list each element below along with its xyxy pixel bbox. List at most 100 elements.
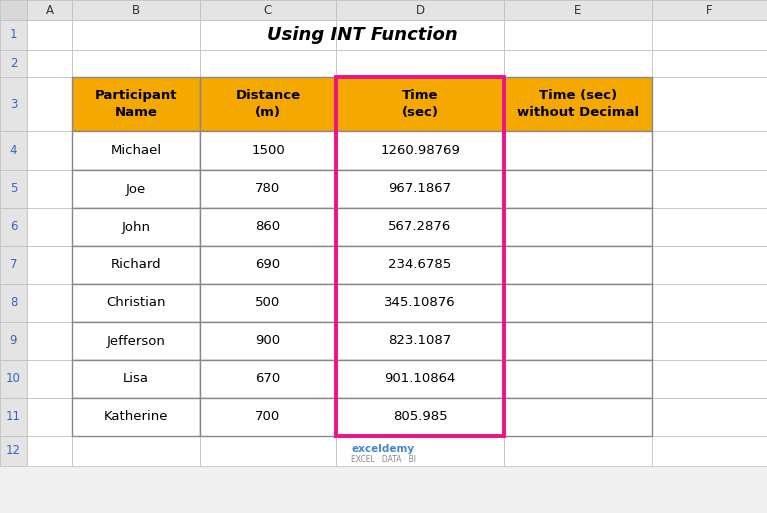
Bar bbox=[200, 322, 336, 360]
Bar bbox=[336, 170, 504, 208]
Text: 967.1867: 967.1867 bbox=[388, 183, 452, 195]
Bar bbox=[200, 284, 336, 322]
Text: 1500: 1500 bbox=[251, 144, 285, 157]
Text: 1260.98769: 1260.98769 bbox=[380, 144, 460, 157]
Bar bbox=[504, 398, 652, 436]
Bar bbox=[336, 77, 504, 436]
Text: 500: 500 bbox=[255, 297, 281, 309]
Bar bbox=[504, 208, 652, 246]
Bar bbox=[72, 360, 200, 398]
Bar bbox=[504, 208, 652, 246]
Bar bbox=[336, 208, 504, 246]
Bar bbox=[504, 131, 652, 170]
Bar bbox=[200, 360, 336, 398]
Text: 901.10864: 901.10864 bbox=[384, 372, 456, 385]
Bar bbox=[336, 131, 504, 170]
Bar bbox=[336, 436, 504, 466]
Bar bbox=[72, 131, 200, 170]
Text: Time (sec)
without Decimal: Time (sec) without Decimal bbox=[517, 89, 639, 119]
Bar bbox=[504, 131, 652, 170]
Bar bbox=[200, 360, 336, 398]
Bar bbox=[0, 131, 27, 170]
Bar bbox=[652, 322, 767, 360]
Bar bbox=[200, 170, 336, 208]
Bar bbox=[0, 322, 27, 360]
Bar bbox=[72, 246, 200, 284]
Text: John: John bbox=[121, 221, 150, 233]
Bar bbox=[200, 246, 336, 284]
Bar bbox=[72, 170, 200, 208]
Bar bbox=[336, 246, 504, 284]
Bar bbox=[0, 208, 27, 246]
Bar bbox=[0, 246, 27, 284]
Bar bbox=[652, 360, 767, 398]
Bar bbox=[336, 208, 504, 246]
Bar bbox=[652, 170, 767, 208]
Bar bbox=[27, 77, 72, 131]
Bar bbox=[0, 398, 27, 436]
Bar bbox=[200, 208, 336, 246]
Bar bbox=[336, 170, 504, 208]
Text: 6: 6 bbox=[10, 221, 17, 233]
Bar bbox=[72, 77, 200, 131]
Text: Using INT Function: Using INT Function bbox=[267, 26, 457, 44]
Bar bbox=[336, 398, 504, 436]
Text: 2: 2 bbox=[10, 57, 17, 70]
Bar bbox=[27, 208, 72, 246]
Text: 780: 780 bbox=[255, 183, 281, 195]
Bar bbox=[200, 131, 336, 170]
Bar bbox=[652, 50, 767, 77]
Bar bbox=[0, 360, 27, 398]
Bar bbox=[504, 322, 652, 360]
Text: 234.6785: 234.6785 bbox=[388, 259, 452, 271]
Bar bbox=[72, 50, 200, 77]
Bar bbox=[27, 50, 72, 77]
Text: 690: 690 bbox=[255, 259, 281, 271]
Bar bbox=[27, 170, 72, 208]
Text: 700: 700 bbox=[255, 410, 281, 424]
Bar bbox=[336, 77, 504, 131]
Bar bbox=[652, 0, 767, 20]
Bar bbox=[0, 20, 27, 50]
Bar bbox=[652, 131, 767, 170]
Text: 345.10876: 345.10876 bbox=[384, 297, 456, 309]
Bar bbox=[504, 50, 652, 77]
Bar bbox=[72, 208, 200, 246]
Bar bbox=[72, 360, 200, 398]
Text: D: D bbox=[416, 4, 425, 16]
Bar bbox=[72, 77, 200, 131]
Bar bbox=[27, 322, 72, 360]
Bar bbox=[72, 284, 200, 322]
Bar bbox=[336, 50, 504, 77]
Bar bbox=[72, 284, 200, 322]
Bar bbox=[504, 170, 652, 208]
Bar bbox=[504, 360, 652, 398]
Bar bbox=[200, 77, 336, 131]
Bar bbox=[652, 398, 767, 436]
Bar bbox=[200, 322, 336, 360]
Text: 3: 3 bbox=[10, 97, 17, 110]
Bar bbox=[200, 398, 336, 436]
Text: Distance
(m): Distance (m) bbox=[235, 89, 301, 119]
Bar bbox=[0, 436, 27, 466]
Text: 8: 8 bbox=[10, 297, 17, 309]
Bar bbox=[72, 398, 200, 436]
Bar bbox=[336, 284, 504, 322]
Text: Lisa: Lisa bbox=[123, 372, 149, 385]
Text: 805.985: 805.985 bbox=[393, 410, 447, 424]
Bar bbox=[336, 284, 504, 322]
Bar bbox=[72, 436, 200, 466]
Bar bbox=[27, 398, 72, 436]
Text: Time
(sec): Time (sec) bbox=[401, 89, 439, 119]
Text: Jefferson: Jefferson bbox=[107, 334, 166, 347]
Bar bbox=[336, 0, 504, 20]
Text: Joe: Joe bbox=[126, 183, 146, 195]
Bar bbox=[504, 20, 652, 50]
Text: 670: 670 bbox=[255, 372, 281, 385]
Bar bbox=[336, 20, 504, 50]
Bar bbox=[652, 20, 767, 50]
Bar bbox=[200, 77, 336, 131]
Text: 9: 9 bbox=[10, 334, 17, 347]
Bar bbox=[336, 322, 504, 360]
Bar bbox=[652, 77, 767, 131]
